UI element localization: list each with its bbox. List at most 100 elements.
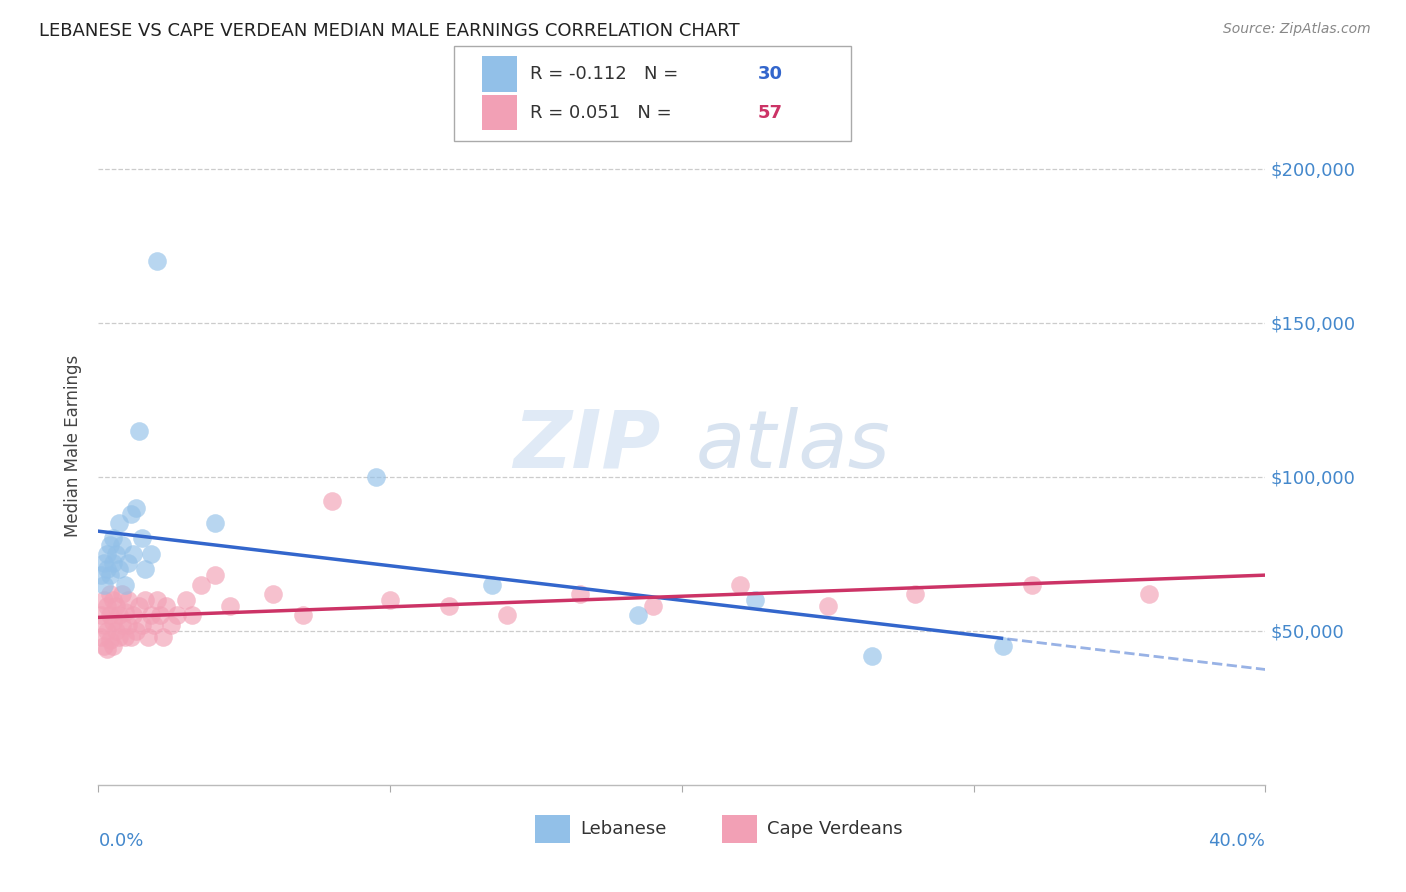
Point [120, 630, 142, 644]
Point [641, 599, 664, 614]
Point [131, 532, 153, 546]
Point [108, 516, 131, 530]
Point [90, 568, 112, 582]
Point [364, 470, 387, 484]
Point [101, 640, 124, 654]
Point [496, 608, 519, 623]
Point [152, 630, 174, 644]
Point [380, 593, 402, 607]
Point [104, 599, 127, 614]
Point [481, 577, 503, 591]
Point [93, 593, 115, 607]
Point [101, 615, 124, 629]
Point [93, 577, 115, 591]
Point [160, 617, 183, 632]
Point [142, 617, 165, 632]
Point [90, 630, 112, 644]
Point [321, 494, 343, 508]
Point [117, 556, 139, 570]
Point [96, 562, 118, 576]
Point [204, 568, 226, 582]
Point [627, 608, 650, 623]
Y-axis label: Median Male Earnings: Median Male Earnings [65, 355, 83, 537]
Point [146, 593, 169, 607]
Point [134, 562, 156, 576]
Point [136, 630, 159, 644]
Point [108, 562, 131, 576]
Point [860, 648, 883, 663]
Point [180, 608, 202, 623]
Point [96, 599, 118, 614]
Point [98, 568, 121, 582]
Point [101, 593, 124, 607]
Point [122, 608, 145, 623]
Text: Source: ZipAtlas.com: Source: ZipAtlas.com [1223, 22, 1371, 37]
Point [155, 599, 177, 614]
Point [98, 587, 121, 601]
Point [96, 547, 118, 561]
Point [125, 500, 148, 515]
Point [90, 608, 112, 623]
Point [146, 254, 169, 268]
Point [93, 640, 115, 654]
FancyBboxPatch shape [534, 814, 569, 843]
Point [108, 630, 131, 644]
Point [114, 577, 136, 591]
FancyBboxPatch shape [454, 46, 851, 141]
Text: Lebanese: Lebanese [581, 820, 666, 838]
Point [98, 608, 121, 623]
Point [114, 630, 136, 644]
Point [93, 617, 115, 632]
Point [98, 633, 121, 648]
Point [262, 587, 284, 601]
Point [128, 424, 150, 438]
Point [730, 577, 752, 591]
Point [991, 640, 1014, 654]
Point [1021, 577, 1043, 591]
Text: LEBANESE VS CAPE VERDEAN MEDIAN MALE EARNINGS CORRELATION CHART: LEBANESE VS CAPE VERDEAN MEDIAN MALE EAR… [39, 22, 740, 40]
Point [904, 587, 927, 601]
Text: 0.0%: 0.0% [98, 832, 143, 850]
Point [149, 608, 172, 623]
Text: Cape Verdeans: Cape Verdeans [768, 820, 903, 838]
Point [101, 556, 124, 570]
Point [1137, 587, 1160, 601]
Point [111, 587, 134, 601]
Point [131, 617, 153, 632]
FancyBboxPatch shape [482, 56, 517, 92]
Text: ZIP: ZIP [513, 407, 659, 485]
FancyBboxPatch shape [482, 95, 517, 130]
Point [174, 593, 197, 607]
FancyBboxPatch shape [721, 814, 756, 843]
Point [218, 599, 240, 614]
Point [111, 538, 134, 552]
Point [437, 599, 460, 614]
Point [120, 507, 142, 521]
Point [134, 593, 156, 607]
Point [93, 556, 115, 570]
Text: 30: 30 [758, 65, 783, 83]
Point [96, 642, 118, 657]
Point [101, 532, 124, 546]
Point [104, 547, 127, 561]
Text: 40.0%: 40.0% [1209, 832, 1265, 850]
Point [117, 617, 139, 632]
Point [122, 547, 145, 561]
Text: atlas: atlas [696, 407, 890, 485]
Point [744, 593, 766, 607]
Point [111, 617, 134, 632]
Point [190, 577, 212, 591]
Point [96, 624, 118, 638]
Point [114, 606, 136, 620]
Point [291, 608, 314, 623]
Point [139, 547, 162, 561]
Point [139, 608, 162, 623]
Point [104, 624, 127, 638]
Text: R = 0.051   N =: R = 0.051 N = [530, 103, 678, 122]
Point [117, 593, 139, 607]
Text: R = -0.112   N =: R = -0.112 N = [530, 65, 685, 83]
Point [128, 599, 150, 614]
Point [125, 624, 148, 638]
Text: 57: 57 [758, 103, 783, 122]
Point [166, 608, 188, 623]
